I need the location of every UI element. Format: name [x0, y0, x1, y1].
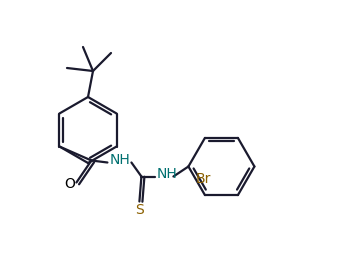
Text: Br: Br: [195, 172, 210, 186]
Text: O: O: [64, 176, 75, 190]
Text: NH: NH: [156, 166, 177, 181]
Text: NH: NH: [109, 152, 130, 166]
Text: S: S: [135, 203, 144, 216]
